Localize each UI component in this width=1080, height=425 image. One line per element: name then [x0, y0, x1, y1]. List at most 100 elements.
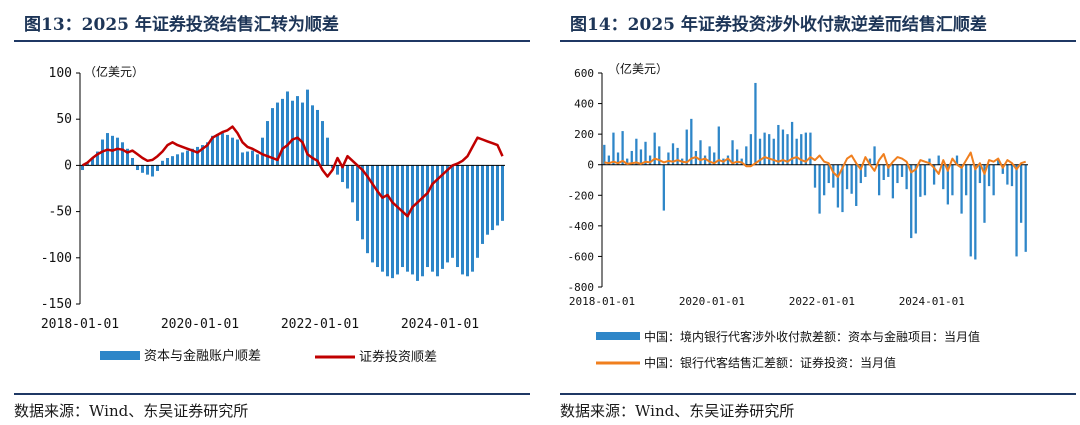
bar: [1015, 164, 1018, 257]
y-tick-label: -100: [41, 251, 72, 266]
bar: [121, 142, 124, 166]
bar: [431, 165, 434, 272]
bar: [1019, 164, 1023, 223]
y-tick-label: -800: [568, 281, 595, 294]
bar: [900, 164, 904, 177]
bar: [436, 165, 439, 277]
bar: [868, 158, 872, 165]
bar: [391, 165, 394, 279]
bar: [86, 163, 89, 166]
bar: [864, 164, 867, 177]
bar: [616, 152, 620, 165]
bar: [708, 146, 711, 165]
bar: [156, 165, 159, 171]
bar: [411, 165, 414, 275]
bar: [291, 100, 294, 166]
bar: [942, 164, 945, 190]
bar: [891, 164, 895, 199]
bar: [699, 140, 702, 165]
y-tick-label: 0: [64, 158, 72, 173]
title-rule-right: [560, 40, 1076, 42]
x-tick-label: 2024-01-01: [899, 295, 965, 308]
y-tick-label: -400: [568, 220, 595, 233]
bar: [236, 139, 239, 166]
chart-title-right: 图14：2025 年证券投资涉外收付款逆差而结售汇顺差: [570, 15, 987, 35]
bar: [850, 164, 853, 194]
bar: [481, 165, 484, 244]
bar: [341, 165, 344, 183]
chart-left: 100 50 0 -50 -100 -150 （亿美元） 2018-01-01 2020-01-…: [41, 64, 505, 365]
bar: [749, 134, 753, 165]
bar: [446, 165, 449, 263]
bar: [827, 164, 830, 184]
bar: [116, 137, 119, 166]
bar: [658, 146, 661, 165]
bar: [630, 150, 633, 165]
bar: [978, 164, 982, 184]
bar: [951, 164, 954, 196]
y-tick-label: 100: [49, 66, 72, 81]
bar: [781, 129, 785, 165]
bar: [326, 137, 329, 166]
bar: [201, 145, 204, 166]
y-tick-label: 50: [56, 112, 72, 127]
bar: [216, 133, 219, 166]
bar: [161, 160, 164, 166]
y-axis-unit: （亿美元）: [84, 64, 144, 79]
bar: [306, 89, 309, 166]
bar: [336, 165, 339, 175]
bar: [667, 152, 670, 165]
bar: [955, 155, 959, 165]
bar: [896, 164, 899, 184]
bar: [141, 165, 144, 173]
bar: [1006, 164, 1009, 185]
bar: [790, 121, 794, 165]
x-tick-label: 2020-01-01: [161, 317, 239, 332]
bar: [246, 151, 249, 166]
bar: [1024, 164, 1027, 252]
bar: [919, 164, 922, 197]
bar: [777, 124, 780, 165]
bar: [301, 102, 304, 166]
bar: [396, 165, 399, 275]
title-rule-left: [14, 40, 530, 42]
bar: [221, 133, 224, 166]
chart-panel-left: 图13：2025 年证券投资结售汇转为顺差 100 50 0 -50 -100 -150 （…: [0, 0, 530, 425]
bar: [671, 143, 675, 165]
bar: [376, 165, 379, 268]
bar: [226, 134, 229, 166]
bar: [1001, 164, 1004, 174]
bar: [983, 164, 986, 223]
bar: [997, 160, 1000, 165]
bar: [146, 165, 149, 175]
bar: [662, 164, 665, 211]
bar: [136, 165, 139, 171]
series-line: [604, 151, 1027, 178]
x-tick-label: 2022-01-01: [281, 317, 359, 332]
bar: [877, 164, 881, 196]
bar: [804, 132, 807, 165]
bar: [311, 105, 314, 166]
bar: [1010, 164, 1014, 187]
bar: [648, 155, 652, 165]
bar: [401, 165, 404, 268]
bar: [496, 165, 499, 226]
bar: [351, 165, 354, 203]
bar: [251, 150, 254, 166]
source-note-left: 数据来源：Wind、东吴证券研究所: [14, 402, 249, 420]
bar: [965, 164, 968, 196]
x-tick-label: 2020-01-01: [679, 295, 745, 308]
bar: [456, 165, 459, 268]
chart-title-left: 图13：2025 年证券投资结售汇转为顺差: [24, 15, 339, 35]
x-tick-label: 2022-01-01: [789, 295, 855, 308]
bar: [905, 164, 908, 190]
bar: [316, 109, 319, 166]
bar: [626, 158, 629, 165]
bar: [231, 137, 234, 166]
bar: [763, 132, 766, 165]
bar: [256, 154, 259, 166]
bar: [800, 134, 803, 165]
bar: [81, 165, 84, 171]
bar: [974, 164, 977, 260]
bar: [607, 155, 611, 165]
